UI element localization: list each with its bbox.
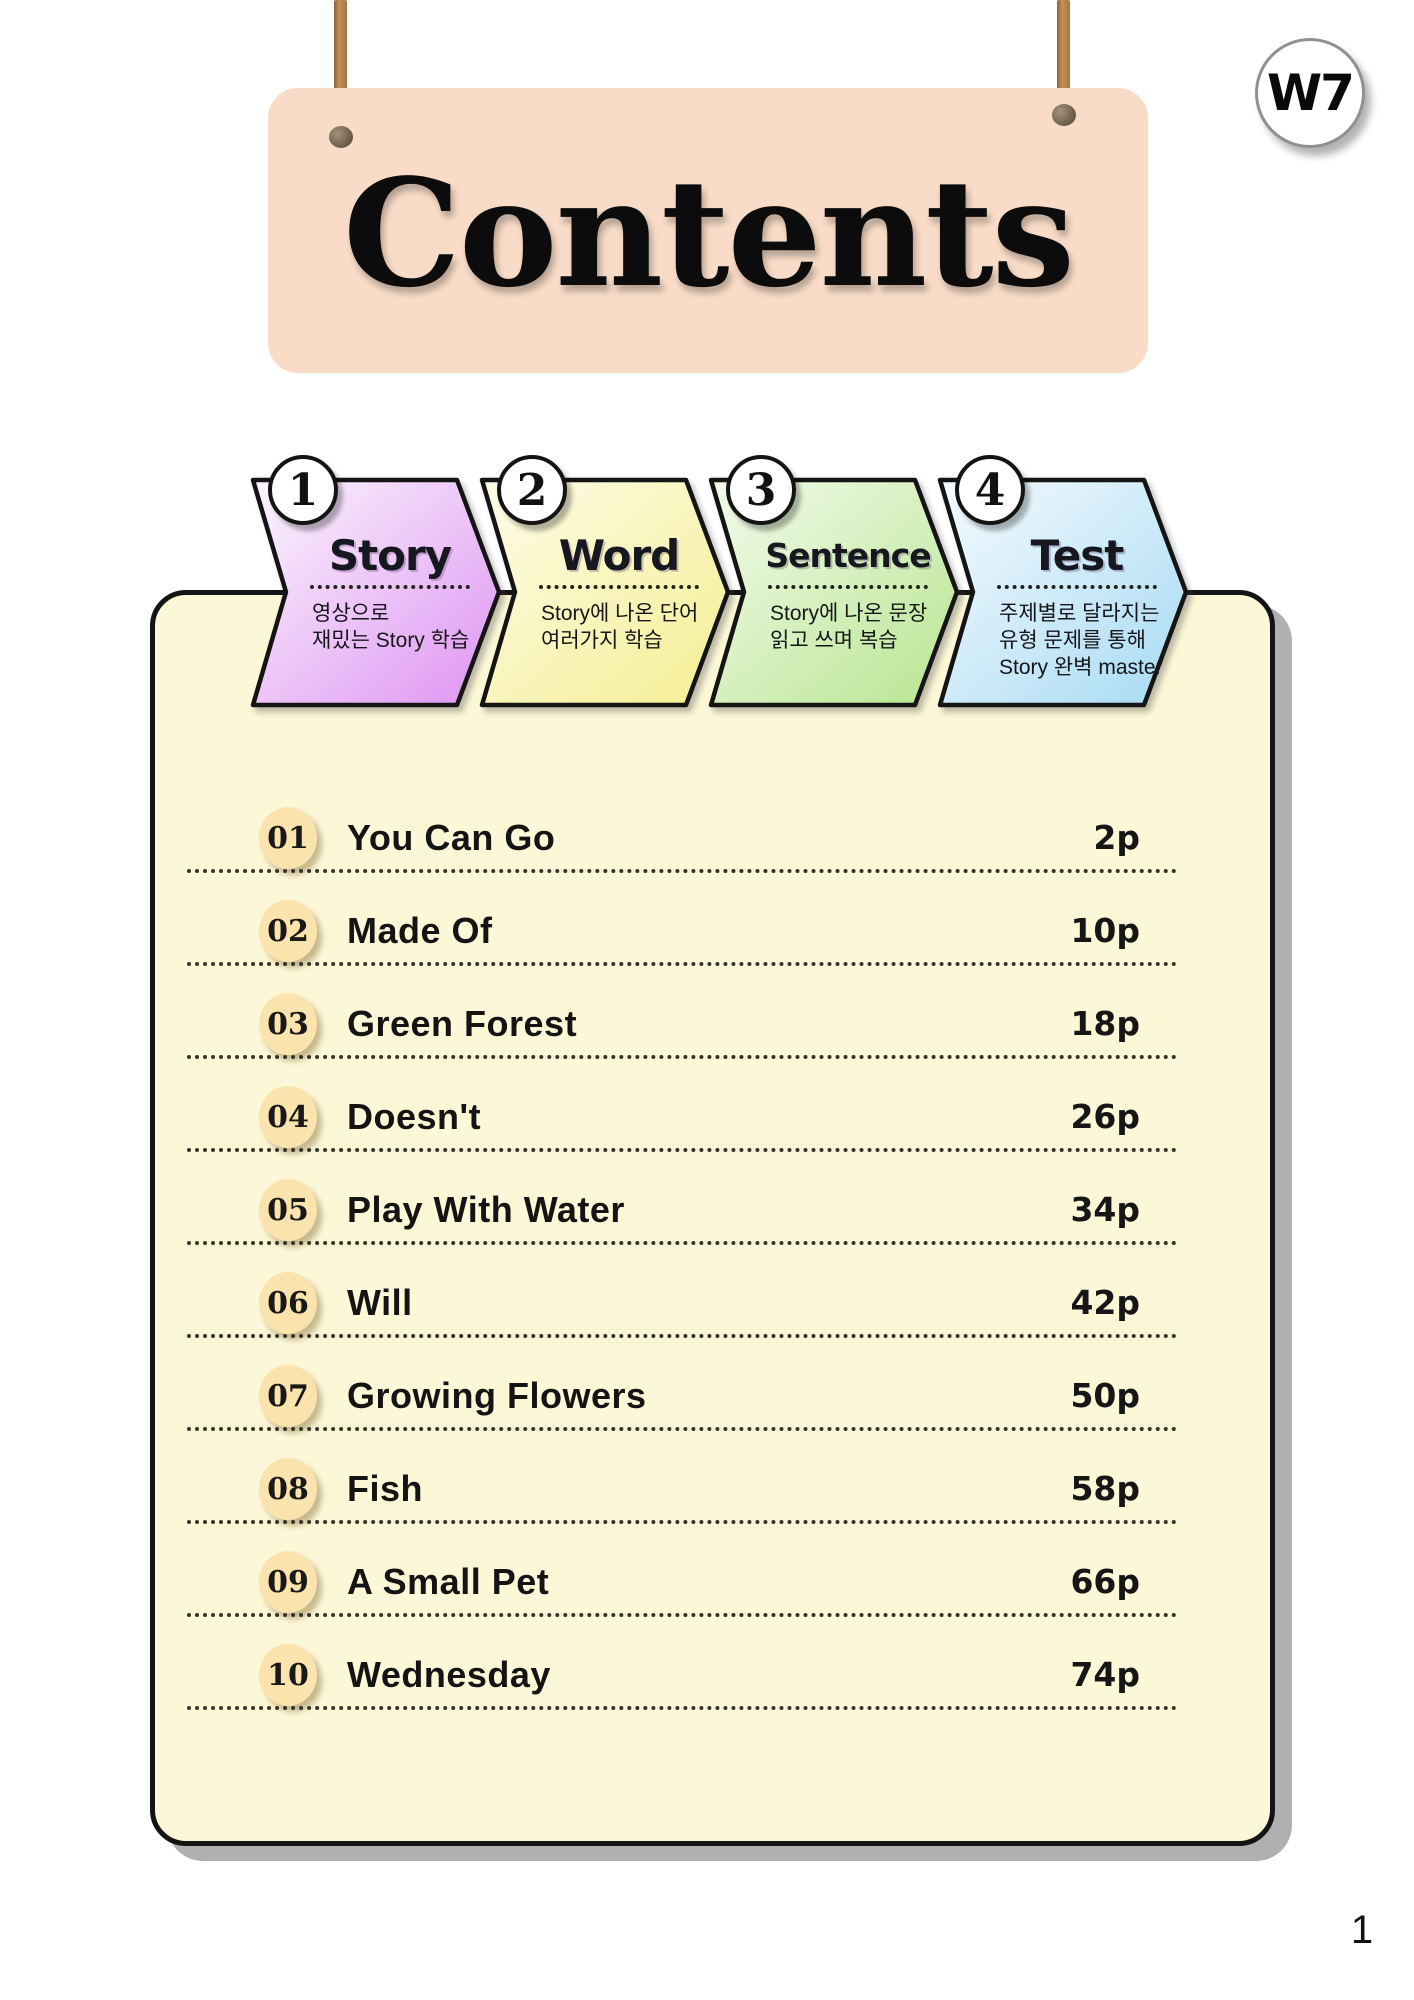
row-divider — [187, 1520, 1177, 1524]
toc-row: 06 Will 42p — [187, 1272, 1177, 1365]
step-card-story: 1 Story 영상으로 재밌는 Story 학습 — [246, 455, 502, 711]
step-desc-line: 읽고 쓰며 복습 — [770, 629, 898, 652]
step-title: Word — [558, 531, 680, 580]
step-desc-line: 여러가지 학습 — [541, 629, 663, 652]
toc-number-badge: 09 — [259, 1551, 317, 1613]
toc-page-number: 34p — [1070, 1190, 1140, 1229]
step-number: 2 — [497, 455, 567, 525]
page-number: 1 — [1350, 1908, 1374, 1952]
toc-page-number: 26p — [1070, 1097, 1140, 1136]
row-divider — [187, 1148, 1177, 1152]
toc-page-number: 2p — [1093, 818, 1140, 857]
step-desc-line: 영상으로 — [312, 602, 390, 625]
toc-number-badge: 06 — [259, 1272, 317, 1334]
toc-number-badge: 02 — [259, 900, 317, 962]
toc-number-badge: 05 — [259, 1179, 317, 1241]
row-divider — [187, 1055, 1177, 1059]
chevron-shape — [250, 477, 502, 708]
toc-row: 02 Made Of 10p — [187, 900, 1177, 993]
toc-title: Will — [347, 1282, 413, 1323]
step-number: 3 — [726, 455, 796, 525]
step-divider — [768, 585, 928, 589]
chevron-shape — [479, 477, 731, 708]
toc-row: 05 Play With Water 34p — [187, 1179, 1177, 1272]
step-desc-line: 주제별로 달라지는 — [999, 602, 1160, 625]
toc-page-number: 50p — [1070, 1376, 1140, 1415]
step-desc-line: Story에 나온 단어 — [541, 602, 699, 625]
unit-badge: W7 — [1255, 38, 1365, 148]
toc-number-badge: 07 — [259, 1365, 317, 1427]
chevron-shape — [937, 477, 1189, 708]
chevron-shape — [708, 477, 960, 708]
toc-title: Doesn't — [347, 1096, 482, 1137]
toc-row: 10 Wednesday 74p — [187, 1644, 1177, 1737]
toc-row: 04 Doesn't 26p — [187, 1086, 1177, 1179]
toc-title: Made Of — [347, 910, 493, 951]
toc-row: 09 A Small Pet 66p — [187, 1551, 1177, 1644]
step-desc-line: Story 완벽 master — [999, 656, 1163, 679]
step-number: 4 — [955, 455, 1025, 525]
toc-number-badge: 08 — [259, 1458, 317, 1520]
nail-icon — [329, 126, 353, 148]
row-divider — [187, 962, 1177, 966]
toc-row: 01 You Can Go 2p — [187, 807, 1177, 900]
nail-icon — [1052, 104, 1076, 126]
step-card-sentence: 3 Sentence Story에 나온 문장 읽고 쓰며 복습 — [704, 455, 960, 711]
step-card-test: 4 Test 주제별로 달라지는 유형 문제를 통해 Story 완벽 mast… — [933, 455, 1189, 711]
toc-title: Green Forest — [347, 1003, 578, 1044]
toc-title: Play With Water — [347, 1189, 625, 1230]
step-title: Test — [1030, 531, 1125, 580]
page-title: Contents — [343, 145, 1075, 320]
toc-number-badge: 10 — [259, 1644, 317, 1706]
toc-page-number: 74p — [1070, 1655, 1140, 1694]
step-number: 1 — [268, 455, 338, 525]
step-desc-line: 유형 문제를 통해 — [999, 629, 1146, 652]
toc-row: 07 Growing Flowers 50p — [187, 1365, 1177, 1458]
step-card-word: 2 Word Story에 나온 단어 여러가지 학습 — [475, 455, 731, 711]
toc-number-badge: 01 — [259, 807, 317, 869]
toc-title: You Can Go — [347, 817, 556, 858]
row-divider — [187, 1706, 1177, 1710]
toc-title: Wednesday — [347, 1654, 551, 1695]
step-divider — [310, 585, 470, 589]
toc-number-badge: 03 — [259, 993, 317, 1055]
row-divider — [187, 1613, 1177, 1617]
toc-page-number: 66p — [1070, 1562, 1140, 1601]
hanging-sign: Contents — [268, 88, 1148, 373]
step-divider — [997, 585, 1157, 589]
toc-page-number: 42p — [1070, 1283, 1140, 1322]
step-description: 주제별로 달라지는 유형 문제를 통해 Story 완벽 master — [999, 600, 1184, 681]
step-description: Story에 나온 단어 여러가지 학습 — [541, 600, 726, 654]
step-title: Sentence — [765, 536, 931, 575]
toc-number-badge: 04 — [259, 1086, 317, 1148]
toc-page-number: 10p — [1070, 911, 1140, 950]
row-divider — [187, 1241, 1177, 1245]
step-desc-line: 재밌는 Story 학습 — [312, 629, 470, 652]
row-divider — [187, 1334, 1177, 1338]
toc-title: Growing Flowers — [347, 1375, 647, 1416]
step-description: 영상으로 재밌는 Story 학습 — [312, 600, 497, 654]
step-description: Story에 나온 문장 읽고 쓰며 복습 — [770, 600, 955, 654]
row-divider — [187, 1427, 1177, 1431]
step-divider — [539, 585, 699, 589]
step-title: Story — [328, 531, 452, 580]
toc-row: 08 Fish 58p — [187, 1458, 1177, 1551]
row-divider — [187, 869, 1177, 873]
toc-page-number: 18p — [1070, 1004, 1140, 1043]
step-desc-line: Story에 나온 문장 — [770, 602, 928, 625]
toc-page-number: 58p — [1070, 1469, 1140, 1508]
toc-title: A Small Pet — [347, 1561, 550, 1602]
toc-title: Fish — [347, 1468, 424, 1509]
contents-panel: 01 You Can Go 2p 02 Made Of 10p 03 Green… — [150, 590, 1275, 1846]
toc-row: 03 Green Forest 18p — [187, 993, 1177, 1086]
